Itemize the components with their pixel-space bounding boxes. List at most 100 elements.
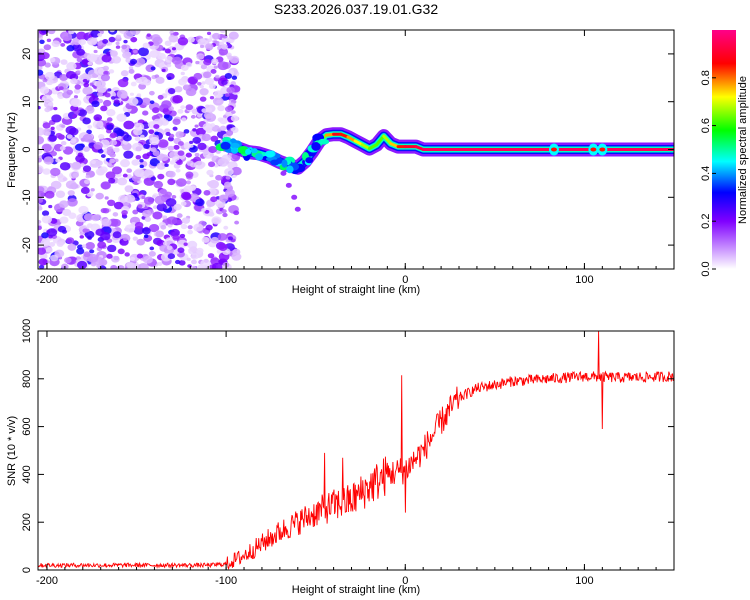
- spectrogram-noise-blob: [221, 44, 228, 50]
- spectrogram-noise-blob: [87, 253, 99, 263]
- spectrogram-noise-blob: [146, 152, 152, 157]
- spectrogram-noise-blob: [83, 213, 94, 221]
- spectrogram-noise-blob: [148, 251, 156, 257]
- spectrogram-noise-blob: [168, 34, 179, 43]
- spectrogram-noise-blob: [123, 150, 134, 159]
- spectrogram-noise-blob: [74, 84, 82, 90]
- spectrogram-noise-blob: [60, 141, 67, 146]
- spectrogram-noise-blob: [199, 96, 207, 102]
- spectrogram-noise-blob: [38, 219, 42, 224]
- spectrogram-noise-blob: [43, 44, 52, 51]
- spectrogram-noise-blob: [76, 70, 81, 74]
- spectrogram-noise-blob: [166, 216, 178, 225]
- spectrogram-noise-blob: [96, 263, 102, 269]
- spectrogram-noise-blob: [38, 198, 44, 203]
- spectrogram-noise-blob: [164, 163, 169, 167]
- spectrogram-noise-blob: [151, 194, 157, 199]
- spectrogram-noise-blob: [233, 210, 240, 216]
- spectrogram-noise-blob: [42, 122, 51, 129]
- spectrogram-noise-blob: [100, 181, 111, 190]
- spectrogram-noise-blob: [131, 159, 140, 166]
- spectrogram-noise-blob: [103, 70, 109, 76]
- spectrogram-noise-blob: [38, 105, 41, 110]
- spectrogram-ridge-bump-core: [550, 147, 557, 152]
- spectrogram-noise-blob: [116, 113, 127, 122]
- spectrogram-noise-blob: [101, 218, 112, 227]
- spectrogram-noise-blob: [95, 160, 103, 166]
- spectrogram-noise-blob: [109, 158, 116, 164]
- spectrogram-noise-blob: [81, 244, 87, 249]
- spectrogram-noise-blob: [138, 47, 149, 57]
- spectrogram-noise-blob: [83, 82, 90, 88]
- spectrogram-noise-blob: [110, 218, 121, 227]
- spectrogram-noise-blob: [187, 225, 193, 230]
- spectrogram-noise-blob: [211, 262, 223, 269]
- snr-plot-area: [38, 331, 674, 570]
- spectrogram-noise-blob: [66, 61, 77, 71]
- spectrogram-noise-blob: [217, 105, 225, 112]
- spectrogram-ridge-blob: [281, 159, 288, 168]
- spectrogram-noise-blob: [38, 190, 45, 199]
- spectrogram-noise-blob: [149, 90, 155, 96]
- spectrogram-noise-blob: [93, 49, 98, 54]
- colorbar: 0.0 0.2 0.4 0.6 0.8 Normalized spectral ampl…: [700, 30, 749, 277]
- spectrogram-noise-blob: [210, 236, 219, 244]
- spectrogram-ylabel: Frequency (Hz): [6, 112, 18, 188]
- colorbar-ticks: 0.0 0.2 0.4 0.6 0.8: [700, 70, 716, 277]
- spectrogram-noise-blob: [169, 160, 176, 165]
- spectrogram-noise-blob: [87, 61, 93, 66]
- spectrogram-noise-blob: [91, 100, 100, 108]
- spectrogram-noise-blob: [180, 71, 185, 76]
- spectrogram-noise-blob: [149, 100, 155, 105]
- spectrogram-noise-blob: [128, 66, 134, 70]
- spectrogram-noise-blob: [175, 168, 181, 173]
- spectrogram-noise-blob: [200, 38, 206, 43]
- spectrogram-noise-blob: [203, 190, 211, 196]
- spectrogram-noise-blob: [102, 65, 110, 71]
- spectrogram-noise-blob: [85, 242, 95, 250]
- spectrogram-noise-blob: [95, 167, 106, 176]
- spectrogram-noise-blob: [171, 47, 177, 51]
- spectrogram-noise-blob: [199, 84, 204, 89]
- spectrogram-noise-blob: [230, 115, 239, 122]
- spectrogram-noise-blob: [96, 91, 104, 97]
- spectrogram-noise-blob: [142, 209, 152, 218]
- spectrogram-noise-blob: [163, 113, 170, 119]
- spectrogram-ridge-segment: [375, 134, 386, 147]
- spectrogram-noise-blob: [107, 88, 112, 92]
- spectrogram-ridge-blob: [245, 148, 252, 155]
- spectrogram-noise-blob: [61, 32, 73, 42]
- spectrogram-noise-blob: [134, 221, 144, 229]
- spectrogram-noise-blob: [93, 114, 103, 122]
- spectrogram-noise-blob: [56, 241, 64, 247]
- spectrogram-noise-blob: [165, 191, 173, 198]
- spectrogram-noise-blob: [210, 196, 218, 203]
- spectrogram-noise-blob: [150, 147, 157, 153]
- spectrogram-noise-blob: [213, 90, 224, 99]
- spectrogram-noise-blob: [152, 211, 163, 220]
- spectrogram-noise-blob: [78, 205, 89, 215]
- spectrogram-noise-blob: [60, 42, 66, 47]
- spectrogram-ridge-bump-core: [590, 147, 597, 152]
- spectrogram-noise-blob: [123, 120, 135, 130]
- spectrogram-noise-blob: [76, 57, 83, 63]
- spectrogram-noise-blob: [199, 44, 205, 49]
- spectrogram-noise-blob: [194, 152, 200, 157]
- spectrogram-noise-blob: [38, 247, 47, 255]
- spectrogram-noise-blob: [61, 124, 66, 128]
- spectrogram-noise-blob: [111, 55, 122, 64]
- spectrogram-noise-blob: [41, 143, 52, 152]
- spectrogram-noise-blob: [39, 86, 50, 94]
- spectrogram-noise-blob: [115, 34, 122, 39]
- spectrogram-noise-blob: [77, 109, 87, 117]
- spectrogram-noise-blob: [42, 78, 48, 83]
- spectrogram-noise-blob: [157, 261, 163, 266]
- spectrogram-noise-blob: [65, 180, 77, 189]
- spectrogram-noise-blob: [108, 177, 116, 184]
- colorbar-tick-label: 0.2: [700, 214, 712, 229]
- spectrogram-noise-blob: [178, 78, 187, 86]
- spectrogram-noise-blob: [170, 228, 180, 237]
- spectrogram-noise-blob: [132, 236, 139, 241]
- spectrogram-noise-blob: [164, 48, 171, 54]
